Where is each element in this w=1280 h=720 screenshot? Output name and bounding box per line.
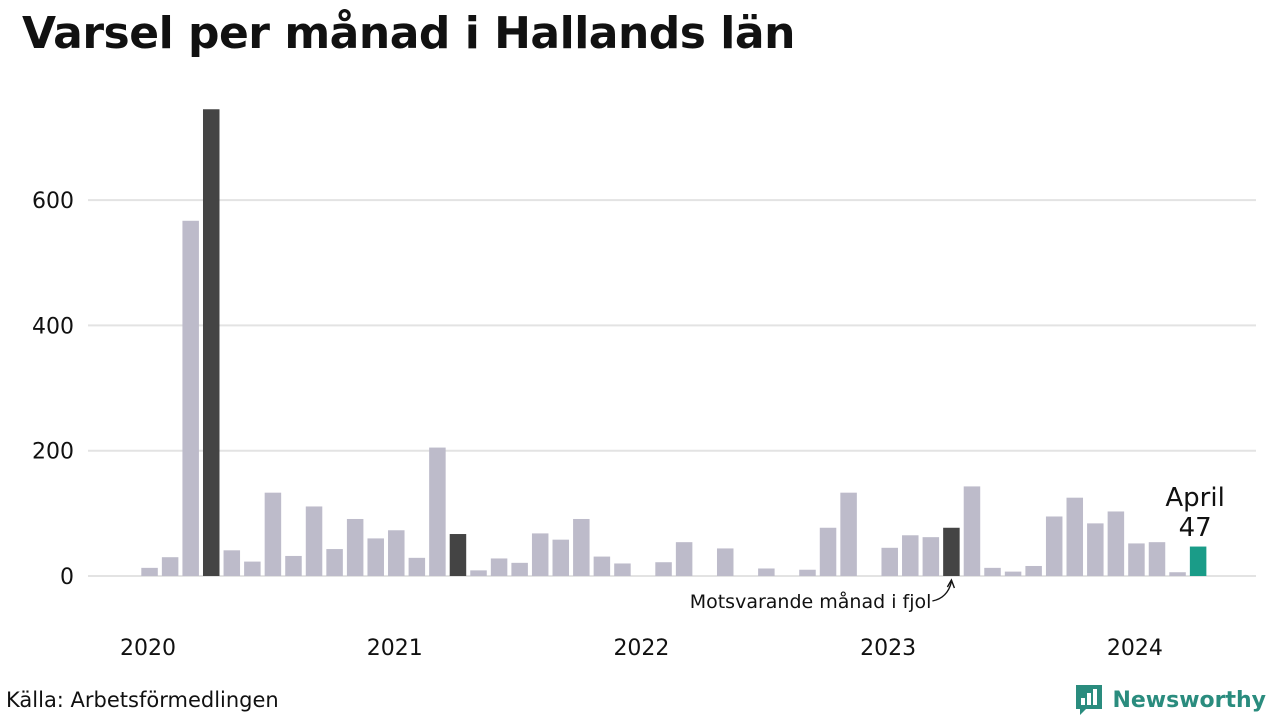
- bars: [141, 109, 1207, 576]
- bar: [429, 447, 446, 576]
- bar: [1107, 511, 1125, 576]
- bar: [531, 533, 549, 576]
- bar: [285, 555, 302, 576]
- bar: [305, 506, 323, 576]
- bar: [1045, 516, 1063, 576]
- annotation-latest-value: 47: [1179, 513, 1212, 543]
- bar: [881, 547, 898, 576]
- bar: [161, 557, 179, 576]
- bar: [408, 557, 426, 576]
- y-axis-ticks: 0 200 400 600: [32, 189, 74, 590]
- bar: [655, 562, 672, 576]
- bar: [1128, 543, 1145, 576]
- x-tick-label: 2020: [120, 636, 176, 661]
- x-axis-ticks: 2020 2021 2022 2023 2024: [120, 636, 1163, 661]
- bar: [182, 220, 199, 576]
- logo-text: Newsworthy: [1112, 687, 1266, 713]
- bar: [141, 567, 158, 576]
- bar: [819, 527, 837, 576]
- bar: [799, 569, 816, 576]
- bar: [675, 542, 693, 576]
- bar: [1087, 523, 1104, 576]
- bar: [346, 518, 364, 576]
- y-tick-label: 600: [32, 189, 74, 214]
- chart-title: Varsel per månad i Hallands län: [22, 8, 795, 59]
- y-tick-label: 0: [60, 565, 74, 590]
- bar: [367, 538, 384, 576]
- bar: [902, 535, 919, 576]
- annotation-arrowhead: [946, 578, 956, 589]
- bar-same-month-last-year: [202, 109, 220, 576]
- bar: [716, 548, 734, 576]
- newsworthy-chart-icon: [1076, 685, 1103, 715]
- bar: [1004, 571, 1022, 576]
- bar-same-month-last-year: [449, 534, 467, 576]
- annotation-arrow: [932, 581, 953, 602]
- bar: [1169, 572, 1186, 576]
- x-tick-label: 2021: [367, 636, 423, 661]
- bar: [573, 518, 590, 576]
- bar: [490, 558, 508, 576]
- bar-latest-month: [1189, 546, 1207, 576]
- bar: [963, 486, 981, 576]
- bar: [984, 567, 1001, 576]
- y-tick-label: 400: [32, 314, 74, 339]
- bar: [1148, 542, 1166, 576]
- bar: [223, 550, 241, 576]
- bar-chart: 0 200 400 600 2020 2021 2022 2023 2024 Motsvara…: [32, 109, 1256, 661]
- bar: [922, 537, 940, 576]
- x-tick-label: 2022: [613, 636, 669, 661]
- bar: [1066, 497, 1084, 576]
- bar: [758, 568, 775, 576]
- bar: [470, 570, 487, 576]
- bar: [511, 562, 528, 576]
- bar: [388, 530, 405, 576]
- annotation-latest-month: April: [1165, 483, 1224, 513]
- bar: [840, 492, 857, 576]
- bar: [264, 492, 282, 576]
- annotation-same-month-label: Motsvarande månad i fjol: [690, 590, 932, 613]
- source-note: Källa: Arbetsförmedlingen: [6, 688, 279, 712]
- bar: [244, 561, 261, 576]
- newsworthy-logo: Newsworthy: [1074, 683, 1266, 717]
- bar: [552, 539, 570, 576]
- bar: [1025, 565, 1042, 576]
- x-tick-label: 2023: [860, 636, 916, 661]
- y-tick-label: 200: [32, 440, 74, 465]
- bar: [326, 549, 343, 576]
- bar: [593, 556, 611, 576]
- bar: [614, 563, 631, 576]
- bar-same-month-last-year: [943, 527, 960, 576]
- x-tick-label: 2024: [1107, 636, 1163, 661]
